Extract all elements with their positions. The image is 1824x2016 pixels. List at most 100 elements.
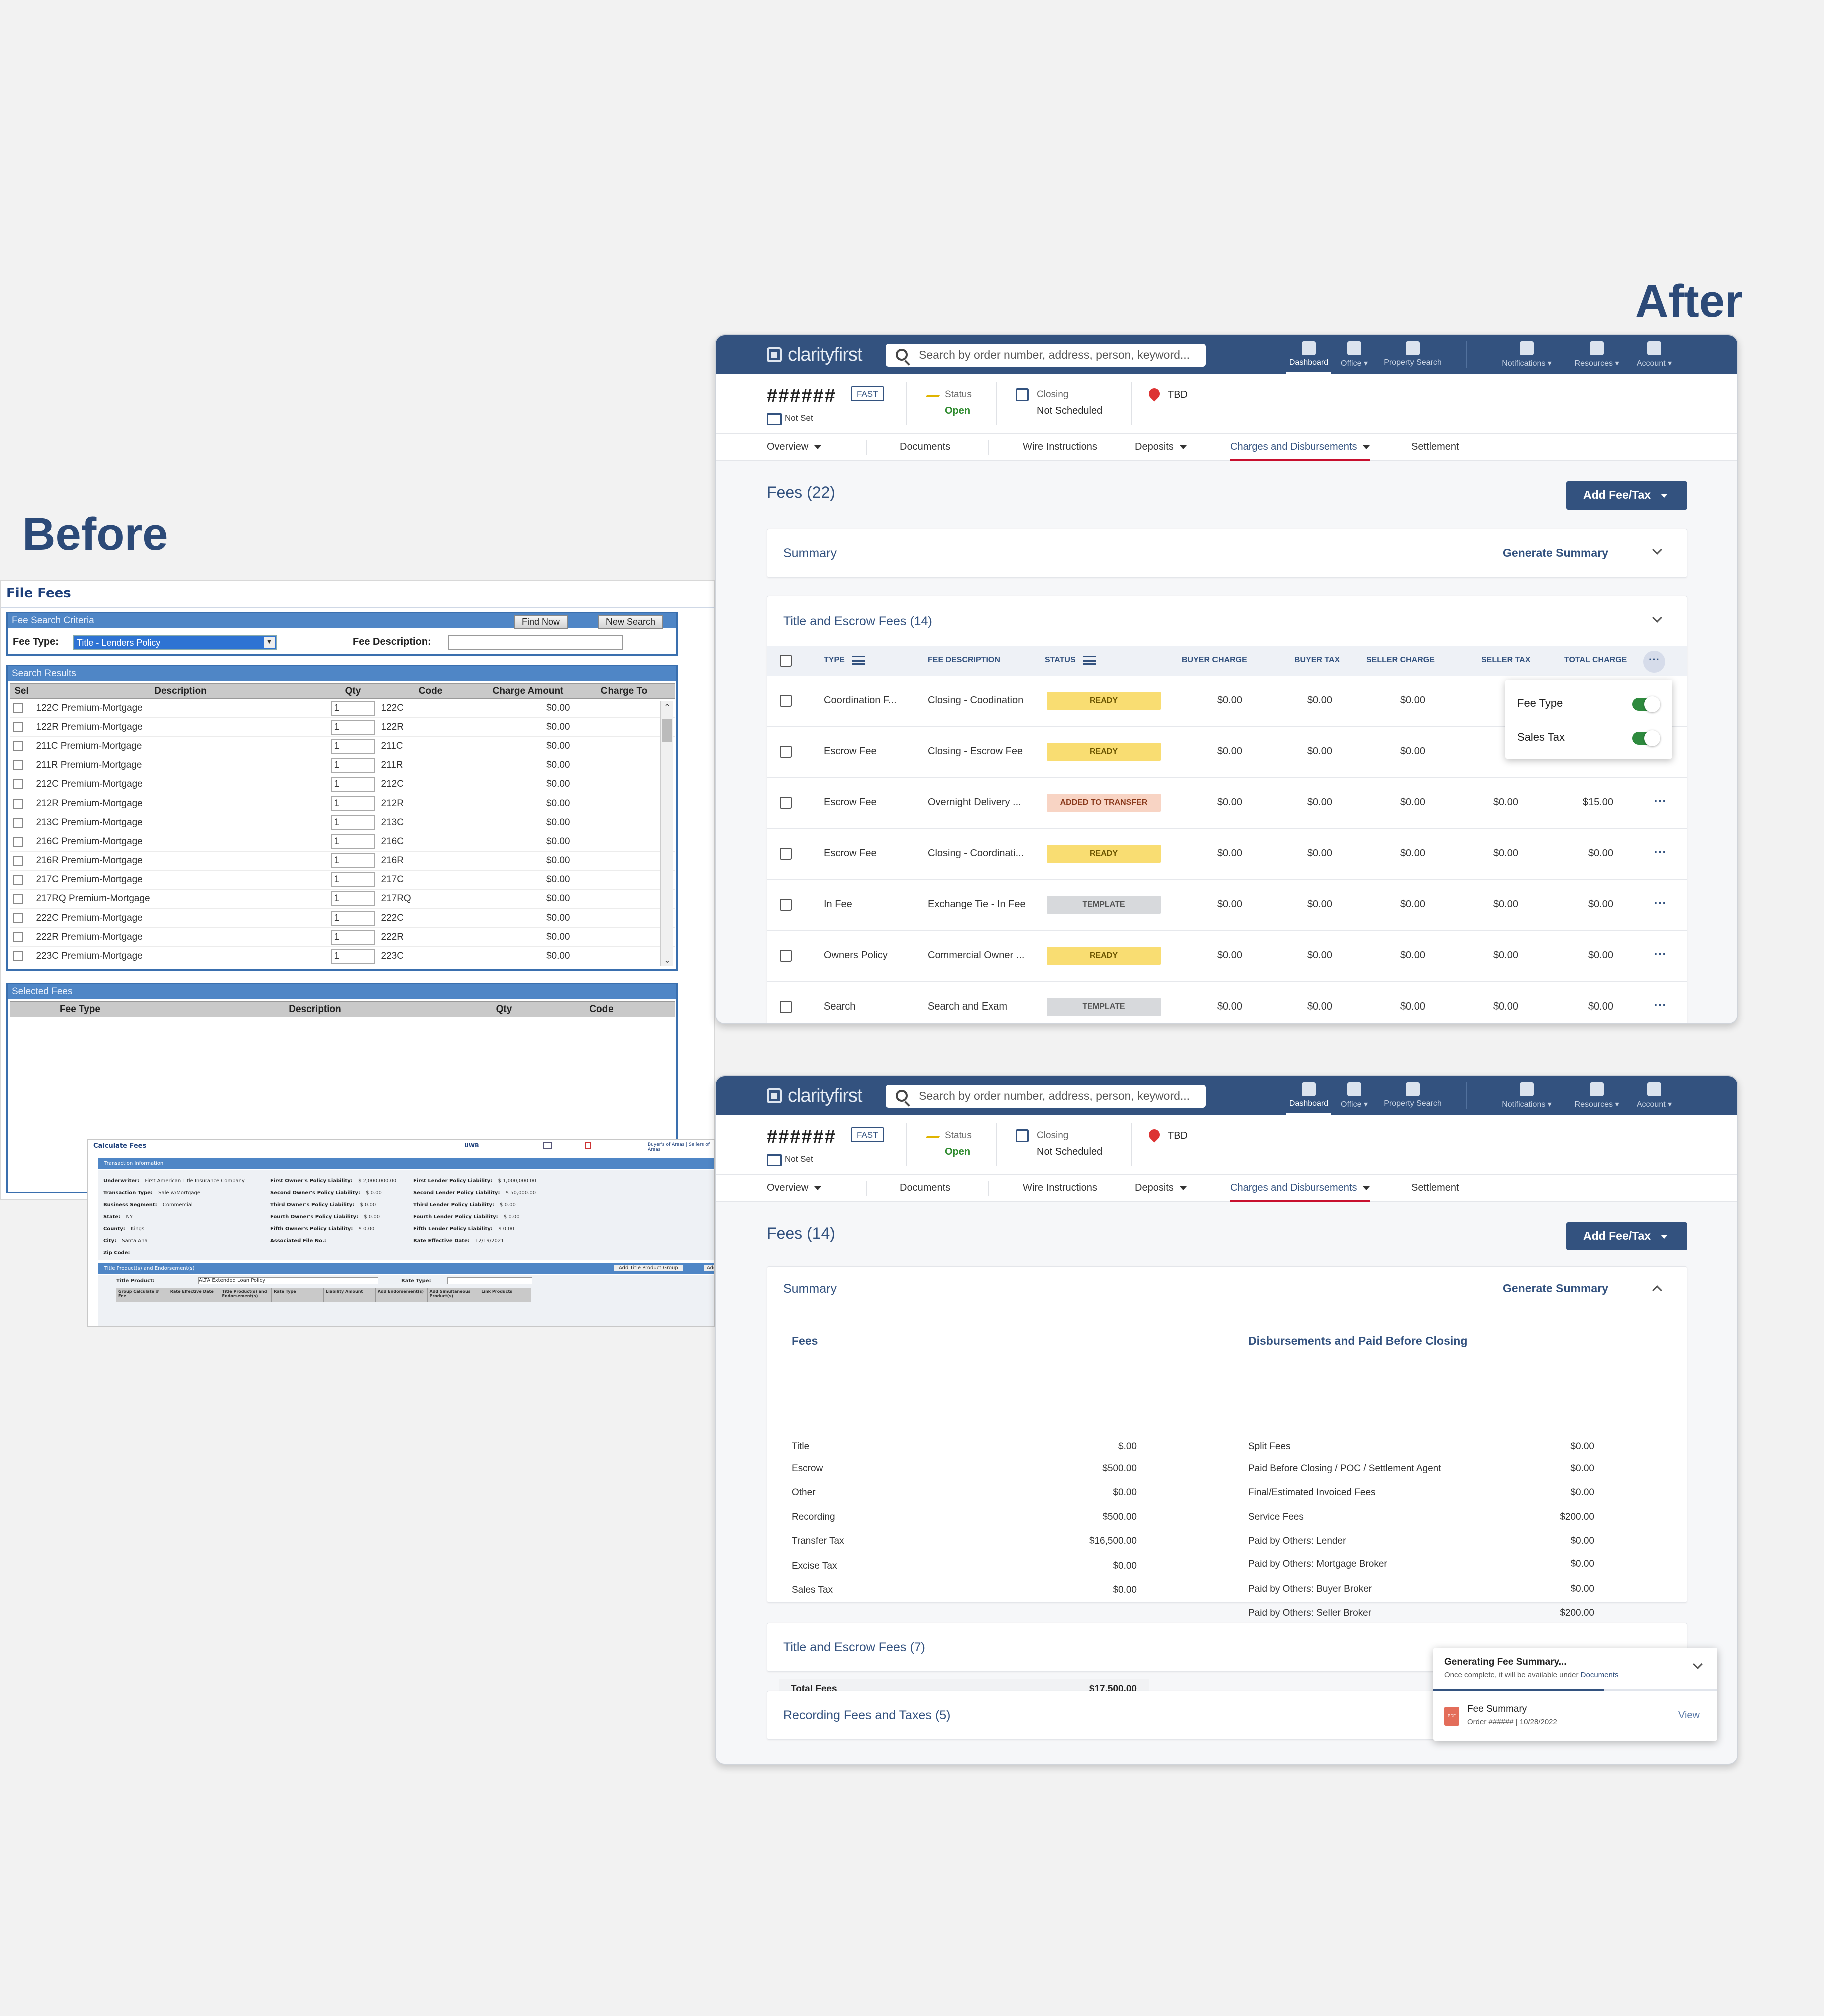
nav-dashboard[interactable]: Dashboard	[1286, 1080, 1331, 1115]
nav-property-search[interactable]: Property Search	[1375, 339, 1450, 371]
view-button[interactable]: View	[1678, 1710, 1700, 1721]
tab-documents[interactable]: Documents	[900, 1182, 951, 1193]
add-fee-tax-button[interactable]: Add Fee/Tax	[1566, 481, 1687, 510]
row-qty-input[interactable]: 1	[331, 891, 375, 907]
fee-row[interactable]: Escrow Fee Overnight Delivery ... ADDED TO…	[767, 778, 1687, 829]
row-qty-input[interactable]: 1	[331, 929, 375, 945]
add-button[interactable]: Add	[704, 1265, 714, 1271]
fee-row[interactable]: In Fee Exchange Tie - In Fee TEMPLATE $0.00…	[767, 880, 1687, 931]
row-checkbox[interactable]	[780, 797, 792, 809]
row-checkbox[interactable]	[13, 741, 23, 751]
row-checkbox[interactable]	[13, 722, 23, 732]
table-row[interactable]: 211C Premium-Mortgage 1 211C $0.00	[10, 736, 675, 756]
tab-deposits[interactable]: Deposits	[1135, 1182, 1187, 1194]
row-checkbox[interactable]	[13, 817, 23, 828]
search-input[interactable]: Search by order number, address, person,…	[886, 1085, 1206, 1108]
sales-tax-toggle[interactable]	[1632, 730, 1660, 746]
fast-link-badge[interactable]: FAST	[851, 1127, 884, 1142]
nav-resources[interactable]: Resources ▾	[1569, 339, 1624, 371]
add-title-product-group-button[interactable]: Add Title Product Group	[614, 1265, 683, 1271]
nav-notifications[interactable]: Notifications ▾	[1494, 339, 1559, 371]
row-checkbox[interactable]	[780, 695, 792, 707]
table-row[interactable]: 213C Premium-Mortgage 1 213C $0.00	[10, 813, 675, 833]
row-checkbox[interactable]	[780, 746, 792, 758]
tab-settlement[interactable]: Settlement	[1411, 1182, 1459, 1193]
tab-wire-instructions[interactable]: Wire Instructions	[1023, 1182, 1097, 1193]
row-more-icon[interactable]: ···	[1654, 846, 1667, 858]
fee-type-toggle[interactable]	[1632, 696, 1660, 712]
row-checkbox[interactable]	[780, 848, 792, 860]
find-now-button[interactable]: Find Now	[514, 615, 568, 629]
add-fee-tax-button[interactable]: Add Fee/Tax	[1566, 1222, 1687, 1250]
table-row[interactable]: 211R Premium-Mortgage 1 211R $0.00	[10, 756, 675, 775]
row-checkbox[interactable]	[13, 779, 23, 790]
rate-type-select[interactable]	[447, 1277, 532, 1284]
table-row[interactable]: 217C Premium-Mortgage 1 217C $0.00	[10, 870, 675, 890]
row-checkbox[interactable]	[780, 950, 792, 962]
row-more-icon[interactable]: ···	[1654, 948, 1667, 960]
table-row[interactable]: 223C Premium-Mortgage 1 223C $0.00	[10, 946, 675, 966]
fee-description-input[interactable]	[448, 635, 623, 650]
documents-link[interactable]: Documents	[1580, 1671, 1619, 1679]
fee-row[interactable]: Escrow Fee Closing - Coordinati... READY $0…	[767, 829, 1687, 880]
row-checkbox[interactable]	[780, 899, 792, 911]
tab-charges-and-disbursements[interactable]: Charges and Disbursements	[1230, 441, 1370, 461]
generate-summary-button[interactable]: Generate Summary	[1503, 546, 1608, 559]
products-header[interactable]: Title Product(s) and Endorsement(s) Add …	[98, 1263, 714, 1274]
row-checkbox[interactable]	[13, 760, 23, 771]
fee-row[interactable]: Owners Policy Commercial Owner ... READY $0…	[767, 931, 1687, 982]
print-icon[interactable]	[543, 1142, 552, 1149]
nav-notifications[interactable]: Notifications ▾	[1494, 1080, 1559, 1112]
table-row[interactable]: 216C Premium-Mortgage 1 216C $0.00	[10, 832, 675, 852]
table-row[interactable]: 217RQ Premium-Mortgage 1 217RQ $0.00	[10, 889, 675, 909]
tab-deposits[interactable]: Deposits	[1135, 441, 1187, 453]
tab-wire-instructions[interactable]: Wire Instructions	[1023, 441, 1097, 452]
row-checkbox[interactable]	[13, 836, 23, 847]
title-escrow-fees-title[interactable]: Title and Escrow Fees (14)	[783, 614, 932, 628]
table-row[interactable]: 222R Premium-Mortgage 1 222R $0.00	[10, 927, 675, 947]
row-checkbox[interactable]	[13, 856, 23, 866]
row-qty-input[interactable]: 1	[331, 758, 375, 773]
table-row[interactable]: 212R Premium-Mortgage 1 212R $0.00	[10, 794, 675, 814]
row-qty-input[interactable]: 1	[331, 796, 375, 811]
pdf-icon[interactable]	[585, 1142, 591, 1149]
search-input[interactable]: Search by order number, address, person,…	[886, 344, 1206, 367]
nav-account[interactable]: Account ▾	[1629, 1080, 1679, 1112]
row-checkbox[interactable]	[13, 951, 23, 962]
tab-charges-and-disbursements[interactable]: Charges and Disbursements	[1230, 1182, 1370, 1202]
column-options-button[interactable]: ···	[1643, 651, 1665, 673]
nav-office[interactable]: Office ▾	[1334, 1080, 1374, 1112]
row-checkbox[interactable]	[13, 894, 23, 904]
tab-overview[interactable]: Overview	[767, 441, 822, 453]
clarityfirst-logo[interactable]: clarityfirst	[767, 344, 862, 365]
row-qty-input[interactable]: 1	[331, 910, 375, 926]
clarityfirst-logo[interactable]: clarityfirst	[767, 1085, 862, 1106]
fee-type-select[interactable]: Title - Lenders Policy ▼	[73, 635, 277, 650]
table-row[interactable]: 122R Premium-Mortgage 1 122R $0.00	[10, 717, 675, 737]
nav-property-search[interactable]: Property Search	[1375, 1080, 1450, 1112]
tab-documents[interactable]: Documents	[900, 441, 951, 452]
filter-icon[interactable]	[1082, 656, 1096, 665]
row-checkbox[interactable]	[13, 875, 23, 885]
row-qty-input[interactable]: 1	[331, 719, 375, 735]
nav-dashboard[interactable]: Dashboard	[1286, 339, 1331, 374]
fee-row[interactable]: Search Search and Exam TEMPLATE $0.00 $0.00 $…	[767, 982, 1687, 1023]
nav-office[interactable]: Office ▾	[1334, 339, 1374, 371]
generate-summary-button[interactable]: Generate Summary	[1503, 1282, 1608, 1295]
row-more-icon[interactable]: ···	[1654, 897, 1667, 909]
select-all-checkbox[interactable]	[780, 655, 792, 667]
row-qty-input[interactable]: 1	[331, 815, 375, 830]
row-checkbox[interactable]	[13, 798, 23, 809]
col-status[interactable]: STATUS	[1045, 656, 1096, 665]
scroll-down-icon[interactable]: ⌄	[664, 956, 671, 965]
tab-settlement[interactable]: Settlement	[1411, 441, 1459, 452]
chevron-down-icon[interactable]	[1693, 1659, 1703, 1669]
chevron-down-icon[interactable]	[1652, 545, 1662, 555]
row-qty-input[interactable]: 1	[331, 872, 375, 888]
summary-title[interactable]: Summary	[783, 1282, 837, 1296]
fast-link-badge[interactable]: FAST	[851, 386, 884, 401]
nav-account[interactable]: Account ▾	[1629, 339, 1679, 371]
row-qty-input[interactable]: 1	[331, 834, 375, 849]
table-row[interactable]: 212C Premium-Mortgage 1 212C $0.00	[10, 775, 675, 794]
row-checkbox[interactable]	[13, 913, 23, 923]
